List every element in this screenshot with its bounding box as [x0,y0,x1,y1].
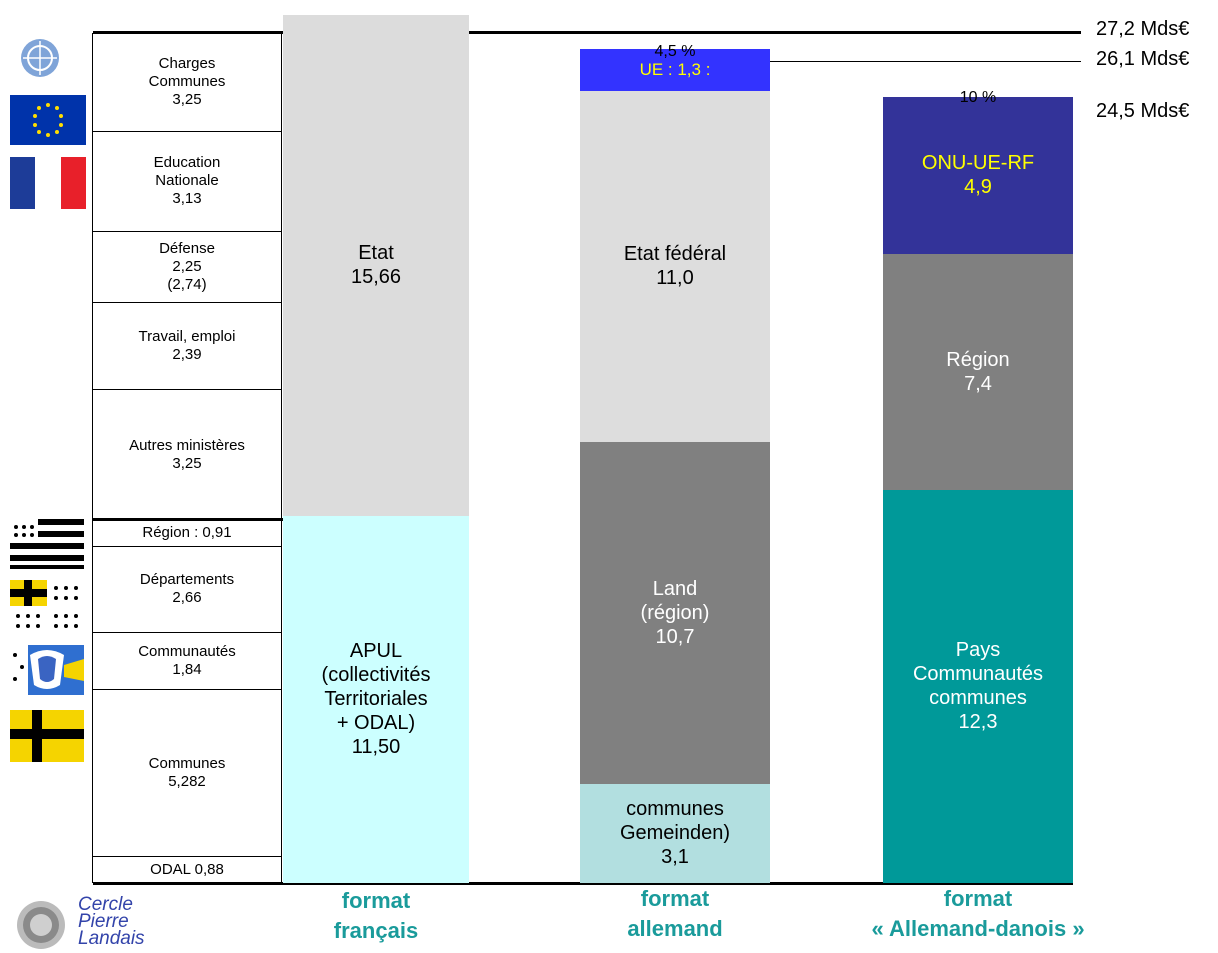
cercle-pierre-landais-logo: Cercle Pierre Landais [6,894,186,950]
detail-cell-0: Charges Communes 3,25 [93,33,281,132]
detail-cell-2: Défense 2,25 (2,74) [93,231,281,303]
detail-column-right-border [281,33,282,883]
total-label-german: 26,1 Mds€ [1096,48,1190,70]
detail-cell-1: Education Nationale 3,13 [93,131,281,232]
breton-flag-icon [10,519,84,569]
detail-cell-7: Communautés 1,84 [93,632,281,690]
detail-cell-8: Communes 5,282 [93,689,281,857]
commune-flag-icon [10,710,84,762]
logo-text: Cercle Pierre Landais [78,894,145,949]
bar-segment-0-1: Etat 15,66 [283,15,469,516]
bar-segment-1-2: Etat fédéral 11,0 [580,90,770,443]
bar-segment-1-3: UE : 1,3 : [580,49,770,91]
bar-segment-1-1: Land (région) 10,7 [580,442,770,784]
format-label-allemand-danois: format « Allemand-danois » [871,886,1085,941]
bottom-axis [93,882,1073,885]
detail-cell-4: Autres ministères 3,25 [93,389,281,521]
top-line [93,31,1081,34]
department-flag-icon [10,580,84,632]
detail-cell-9: ODAL 0,88 [93,856,281,884]
bar-segment-0-0: APUL (collectivités Territoriales + ODAL… [283,515,469,883]
state-apul-divider [93,518,469,521]
format-label-francais: format français [333,888,419,943]
percent-label-german: 4,5 % [654,43,696,60]
percent-label-danish: 10 % [959,89,997,106]
total-label-danish: 24,5 Mds€ [1096,100,1190,122]
detail-cell-6: Départements 2,66 [93,546,281,633]
detail-cell-5: Région : 0,91 [93,520,281,547]
french-flag-icon [10,157,86,209]
detail-column-left-border [92,33,93,883]
total-label-french: 27,2 Mds€ [1096,18,1190,40]
un-emblem-icon [10,33,70,83]
bar-segment-2-2: ONU-UE-RF 4,9 [883,97,1073,254]
eu-flag-icon [10,95,86,145]
second-total-line [580,61,1081,62]
bar-segment-1-0: communes Gemeinden) 3,1 [580,783,770,883]
format-label-allemand: format allemand [627,886,723,941]
detail-cell-3: Travail, emploi 2,39 [93,302,281,390]
communauty-emblem-icon [10,645,84,695]
bar-segment-2-0: Pays Communautés communes 12,3 [883,490,1073,883]
bar-segment-2-1: Région 7,4 [883,253,1073,490]
